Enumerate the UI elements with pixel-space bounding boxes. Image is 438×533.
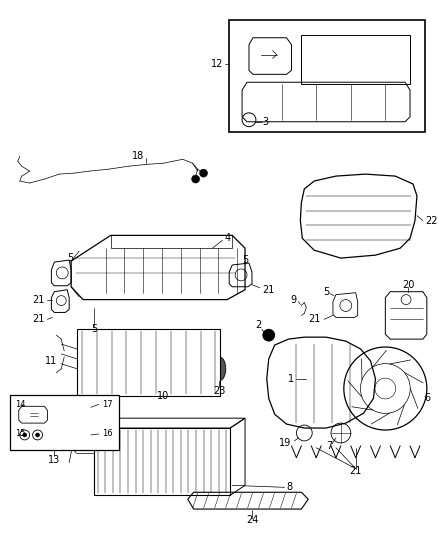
Text: 21: 21 xyxy=(350,465,362,475)
Text: 21: 21 xyxy=(262,285,274,295)
Text: 17: 17 xyxy=(102,400,113,409)
Text: 12: 12 xyxy=(211,60,223,69)
Bar xyxy=(229,20,425,132)
Circle shape xyxy=(200,169,208,177)
Text: 5: 5 xyxy=(323,287,329,297)
Text: 5: 5 xyxy=(67,253,74,263)
Text: 14: 14 xyxy=(15,400,25,409)
Text: 21: 21 xyxy=(32,314,45,325)
Text: 21: 21 xyxy=(32,295,45,304)
Bar xyxy=(94,428,230,495)
Text: 5: 5 xyxy=(242,255,248,265)
Bar xyxy=(77,329,220,397)
Text: 6: 6 xyxy=(425,393,431,403)
Text: 9: 9 xyxy=(290,295,297,304)
Text: 21: 21 xyxy=(309,314,321,325)
Text: 5: 5 xyxy=(91,324,97,334)
Bar xyxy=(301,35,410,84)
Text: 24: 24 xyxy=(246,515,258,525)
Text: 15: 15 xyxy=(15,430,25,439)
Text: 3: 3 xyxy=(262,117,268,127)
Circle shape xyxy=(35,433,39,437)
Text: 1: 1 xyxy=(288,374,294,384)
Text: 10: 10 xyxy=(157,391,169,401)
Circle shape xyxy=(263,329,275,341)
Text: 16: 16 xyxy=(102,430,113,439)
Text: 7: 7 xyxy=(326,441,332,451)
Circle shape xyxy=(192,175,200,183)
Text: 20: 20 xyxy=(402,280,414,290)
Text: 2: 2 xyxy=(256,320,262,330)
Text: 18: 18 xyxy=(132,151,145,161)
Text: 11: 11 xyxy=(45,356,57,366)
Text: 23: 23 xyxy=(213,386,226,397)
Circle shape xyxy=(23,433,27,437)
Text: 19: 19 xyxy=(279,438,291,448)
Text: 13: 13 xyxy=(48,455,60,465)
Bar xyxy=(10,395,119,450)
Text: 22: 22 xyxy=(425,215,438,225)
Text: 4: 4 xyxy=(224,233,230,244)
Text: 8: 8 xyxy=(286,482,293,492)
Ellipse shape xyxy=(213,357,226,381)
